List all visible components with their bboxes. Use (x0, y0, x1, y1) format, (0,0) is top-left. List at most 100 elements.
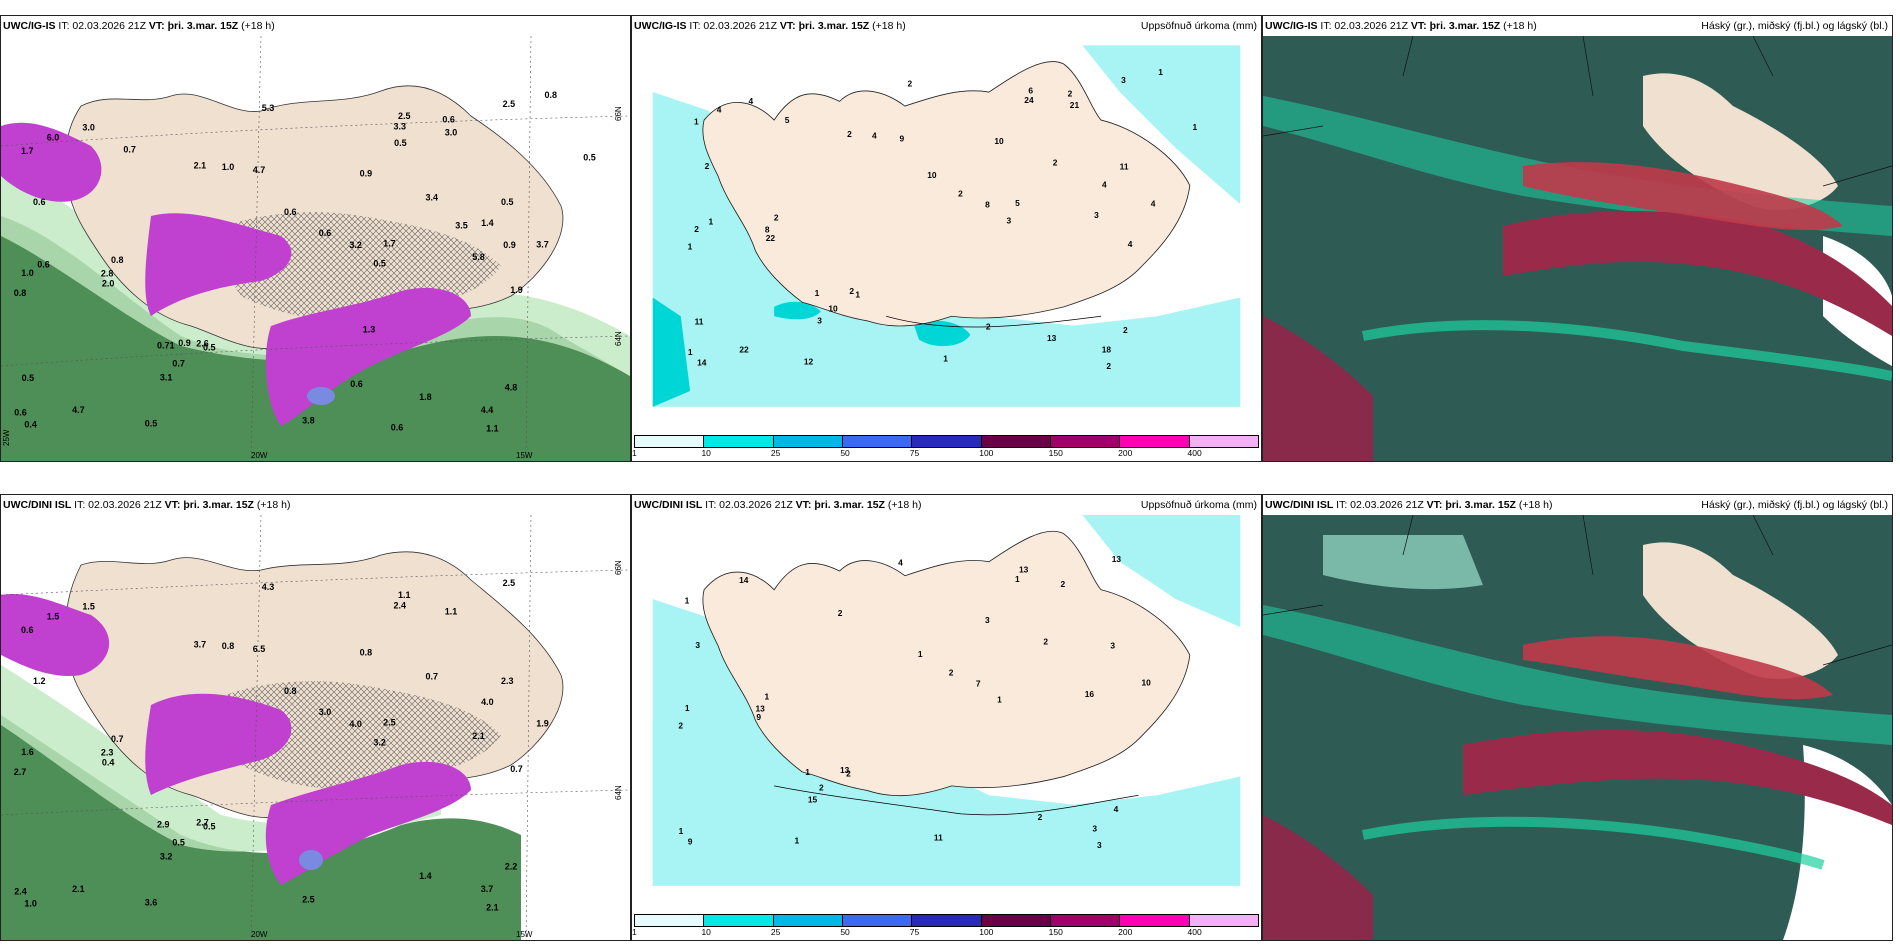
value-label: 2 (1053, 157, 1058, 167)
value-label: 1.9 (510, 285, 523, 295)
value-label: 3.3 (394, 122, 407, 132)
value-label: 3.0 (319, 707, 332, 717)
init-time: IT: 02.03.2026 21Z (705, 499, 793, 511)
value-label: 13 (755, 703, 765, 713)
value-label: 3.8 (302, 415, 315, 425)
colorbar-ticks: 1 10 25 50 75 100 150 200 400 (632, 448, 1259, 460)
lead-time: (+18 h) (241, 20, 275, 32)
colorbar-tick-label: 150 (1048, 448, 1063, 458)
init-time: IT: 02.03.2026 21Z (58, 20, 146, 32)
value-label: 1 (805, 767, 810, 777)
value-label: 4.3 (262, 582, 275, 592)
colorbar-swatch (1050, 436, 1121, 447)
mid-cloud-sw (1263, 316, 1373, 461)
value-label: 9 (900, 133, 905, 143)
mid-cloud-band-2 (1523, 636, 1833, 700)
value-label: 4 (1102, 180, 1107, 190)
valid-time: þri. 3.mar. 15Z (814, 499, 885, 511)
value-label: 2.5 (302, 894, 315, 904)
land-iceland (702, 530, 1191, 797)
precip-shading-ne (1082, 515, 1241, 628)
value-label: 3.1 (160, 372, 173, 382)
model-name: UWC/DINI ISL (3, 499, 72, 511)
contour-line (886, 315, 1102, 328)
value-label: 0.4 (102, 757, 115, 767)
precip-shading-light-green (1, 156, 630, 376)
colorbar-tick-label: 10 (701, 927, 711, 937)
colorbar-tick-label: 400 (1187, 927, 1202, 937)
value-label: 2.1 (486, 903, 499, 913)
value-label: 7 (976, 678, 981, 688)
value-label: 1 (679, 826, 684, 836)
value-label: 1 (685, 595, 690, 605)
value-label: 3 (695, 640, 700, 650)
value-label: 14 (739, 575, 749, 585)
value-label: 2.7 (196, 817, 209, 827)
value-label: 1 (1015, 574, 1020, 584)
precip-shading-green (1, 715, 521, 940)
value-label: 4.7 (253, 165, 266, 175)
value-label: 0.4 (24, 420, 37, 430)
value-label: 13 (1047, 333, 1057, 343)
value-label: 1 (688, 347, 693, 357)
value-label: 0.6 (14, 408, 27, 418)
colorbar-tick-label: 75 (909, 448, 920, 458)
lon-label-15w: 15W (516, 451, 533, 460)
value-label: 3.2 (160, 851, 173, 861)
mid-cloud-band-1 (1503, 211, 1892, 336)
value-label: 1 (943, 354, 948, 364)
value-label: 5.8 (472, 252, 485, 262)
value-label: 4.4 (481, 405, 494, 415)
value-label: 13 (1112, 554, 1122, 564)
value-label: 3.6 (145, 898, 158, 908)
high-cloud-nw (1323, 535, 1483, 590)
colorbar-swatch (981, 436, 1051, 447)
value-label: 2 (694, 224, 699, 234)
value-label: 0.6 (391, 423, 404, 433)
value-label: 1.5 (47, 612, 60, 622)
value-label: 0.5 (145, 419, 158, 429)
value-label: 1.7 (21, 146, 34, 156)
colorbar-swatch (912, 915, 982, 926)
value-label: 5 (1015, 198, 1020, 208)
panel-header: UWC/DINI ISL IT: 02.03.2026 21Z VT: þri.… (1, 495, 630, 515)
value-label: 2 (1060, 579, 1065, 589)
value-label: 1 (795, 836, 800, 846)
colorbar-tick-label: 100 (979, 927, 994, 937)
value-label: 8 (985, 199, 990, 209)
value-label: 3 (817, 316, 822, 326)
value-label: 0.6 (442, 115, 455, 125)
value-label: 1.4 (481, 218, 494, 228)
value-label: 0.7 (510, 764, 523, 774)
value-label: 3.2 (349, 240, 362, 250)
value-label: 0.8 (545, 90, 558, 100)
lat-label-66n: 66N (614, 106, 623, 121)
colorbar-swatch (635, 436, 705, 447)
colorbar-tick-label: 50 (840, 927, 850, 937)
value-label: 2 (774, 212, 779, 222)
value-label: 9 (688, 836, 693, 846)
precip-values-bottom: 3312211122113244111314101615137131399213… (678, 554, 1151, 850)
value-label: 1 (918, 649, 923, 659)
precip-band-purple-2 (145, 213, 292, 316)
value-label: 2.8 (101, 269, 114, 279)
lon-label-15w: 15W (516, 930, 533, 939)
value-label: 3 (1094, 210, 1099, 220)
value-label: 1.1 (445, 606, 458, 616)
lat-label-66n: 66N (614, 560, 623, 575)
value-label: 4.7 (72, 405, 85, 415)
value-label: 22 (766, 233, 776, 243)
precip-core-blue (299, 850, 323, 870)
precip-shading-ne (1082, 45, 1241, 205)
colorbar-swatch (912, 436, 982, 447)
value-label: 0.7 (123, 145, 136, 155)
model-name: UWC/DINI ISL (634, 499, 703, 511)
colorbar-tick-label: 25 (770, 448, 781, 458)
value-label: 2.9 (157, 820, 170, 830)
value-label: 0.9 (178, 338, 191, 348)
value-label: 5.3 (262, 103, 275, 113)
value-label: 2.3 (501, 676, 514, 686)
precip-shading-light (652, 92, 1241, 407)
value-label: 3 (1110, 640, 1115, 650)
value-label: 0.6 (21, 625, 34, 635)
